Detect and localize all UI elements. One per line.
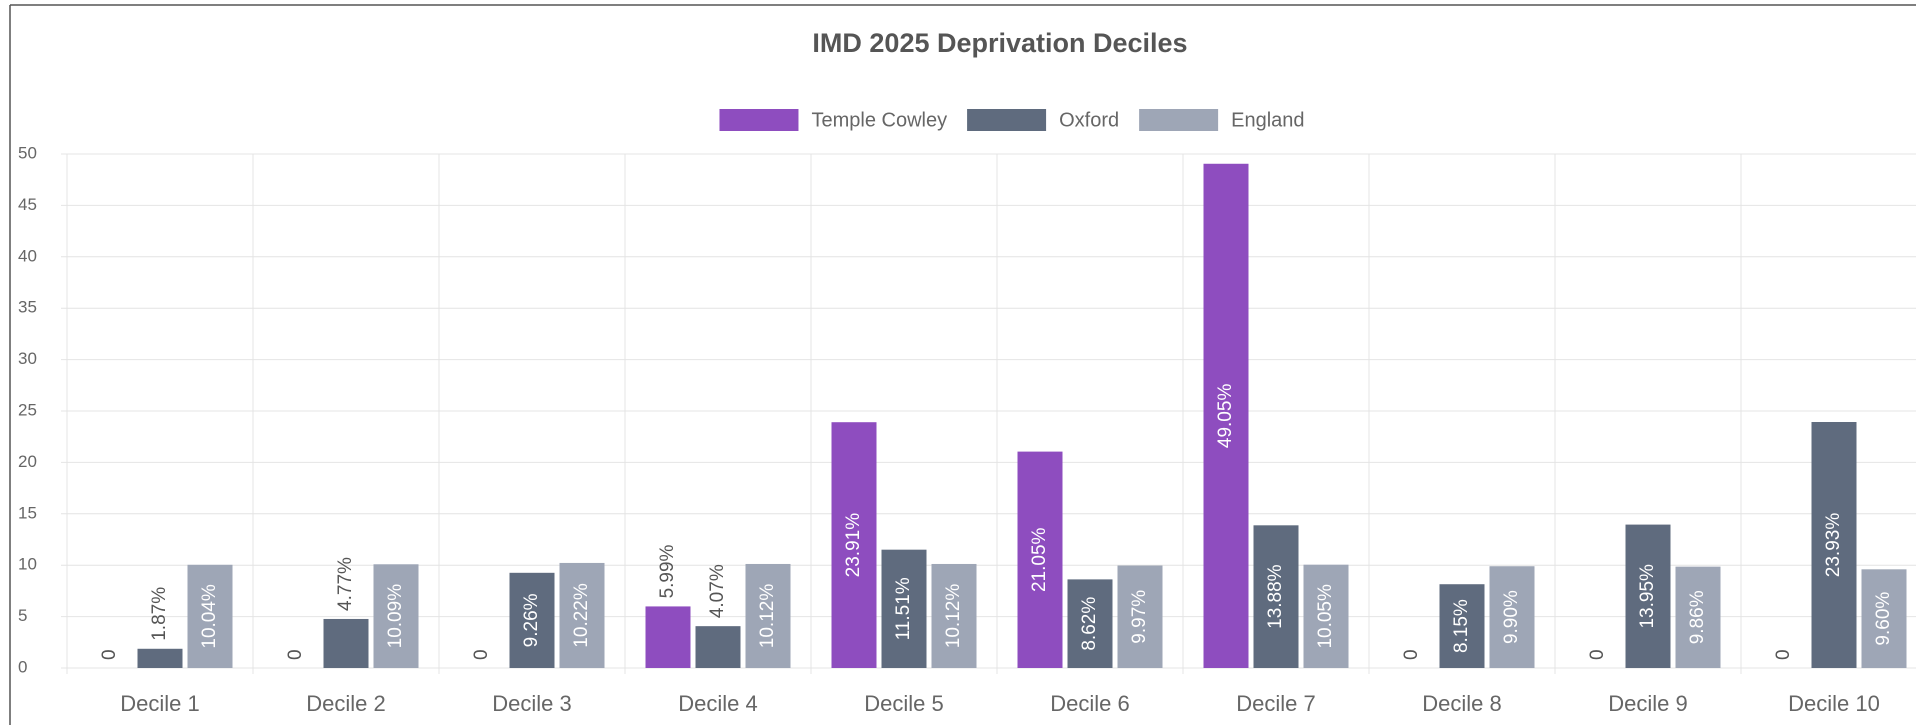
bar xyxy=(1625,524,1671,668)
x-tick-label: Decile 4 xyxy=(678,691,757,716)
data-label: 8.62% xyxy=(1079,597,1100,651)
x-tick-label: Decile 1 xyxy=(120,691,199,716)
data-label: 4.07% xyxy=(707,564,728,618)
data-label: 10.04% xyxy=(199,584,220,649)
x-tick-label: Decile 8 xyxy=(1422,691,1501,716)
data-label: 5.99% xyxy=(657,544,678,598)
bar xyxy=(1303,564,1349,668)
x-tick-label: Decile 7 xyxy=(1236,691,1315,716)
data-label: 8.15% xyxy=(1451,599,1472,653)
y-tick-label: 40 xyxy=(18,246,37,265)
x-tick-label: Decile 5 xyxy=(864,691,943,716)
data-label: 0 xyxy=(1587,649,1608,660)
y-tick-label: 0 xyxy=(18,657,27,676)
data-label: 13.88% xyxy=(1265,564,1286,629)
bar xyxy=(373,564,419,668)
data-label: 49.05% xyxy=(1215,384,1236,449)
bar xyxy=(1253,525,1299,668)
data-label: 11.51% xyxy=(893,577,914,640)
bar xyxy=(1811,421,1857,668)
y-tick-label: 5 xyxy=(18,606,27,625)
x-tick-label: Decile 3 xyxy=(492,691,571,716)
legend-swatch xyxy=(967,109,1047,131)
data-label: 1.87% xyxy=(149,587,170,641)
data-label: 0 xyxy=(471,649,492,660)
bar xyxy=(881,549,927,668)
bar xyxy=(931,563,977,668)
data-label: 9.90% xyxy=(1501,590,1522,644)
data-label: 21.05% xyxy=(1029,527,1050,592)
y-tick-label: 20 xyxy=(18,452,37,471)
data-label: 0 xyxy=(1773,649,1794,660)
y-tick-label: 25 xyxy=(18,400,37,419)
y-tick-label: 15 xyxy=(18,503,37,522)
data-label: 4.77% xyxy=(335,557,356,611)
bar xyxy=(1439,584,1485,668)
y-tick-label: 45 xyxy=(18,195,37,214)
data-label: 9.26% xyxy=(521,593,542,647)
data-label: 9.60% xyxy=(1873,592,1894,646)
bar xyxy=(509,572,555,668)
bar xyxy=(1017,451,1063,668)
bar xyxy=(1067,579,1113,668)
bar xyxy=(1117,565,1163,668)
data-label: 0 xyxy=(285,649,306,660)
bar xyxy=(1203,163,1249,669)
bar xyxy=(1489,566,1535,668)
data-label: 10.12% xyxy=(943,584,964,649)
y-tick-label: 30 xyxy=(18,349,37,368)
data-label: 0 xyxy=(1401,649,1422,660)
data-label: 10.22% xyxy=(571,583,592,648)
bar xyxy=(323,618,369,668)
data-label: 10.05% xyxy=(1315,584,1336,649)
chart-title: IMD 2025 Deprivation Deciles xyxy=(812,28,1187,58)
bar xyxy=(559,562,605,668)
y-tick-label: 10 xyxy=(18,555,37,574)
y-tick-label: 50 xyxy=(18,143,37,162)
legend-swatch xyxy=(1139,109,1219,131)
data-label: 9.86% xyxy=(1687,590,1708,644)
y-tick-label: 35 xyxy=(18,298,37,317)
legend-swatch xyxy=(719,109,799,131)
bar xyxy=(187,564,233,668)
x-tick-label: Decile 6 xyxy=(1050,691,1129,716)
bar xyxy=(137,648,183,668)
x-tick-label: Decile 10 xyxy=(1788,691,1880,716)
legend-label: Oxford xyxy=(1059,109,1119,131)
data-label: 9.97% xyxy=(1129,590,1150,644)
data-label: 23.91% xyxy=(843,513,864,578)
bar xyxy=(695,626,741,668)
data-label: 0 xyxy=(99,649,120,660)
data-label: 13.95% xyxy=(1637,564,1658,629)
legend-label: Temple Cowley xyxy=(811,109,947,131)
bar xyxy=(831,422,877,668)
bar xyxy=(1675,566,1721,668)
data-label: 23.93% xyxy=(1823,513,1844,578)
bar xyxy=(745,563,791,668)
bar xyxy=(1861,569,1907,668)
data-label: 10.12% xyxy=(757,584,778,649)
bar xyxy=(645,606,691,668)
x-tick-label: Decile 9 xyxy=(1608,691,1687,716)
x-tick-label: Decile 2 xyxy=(306,691,385,716)
data-label: 10.09% xyxy=(385,584,406,649)
legend-label: England xyxy=(1231,109,1304,131)
